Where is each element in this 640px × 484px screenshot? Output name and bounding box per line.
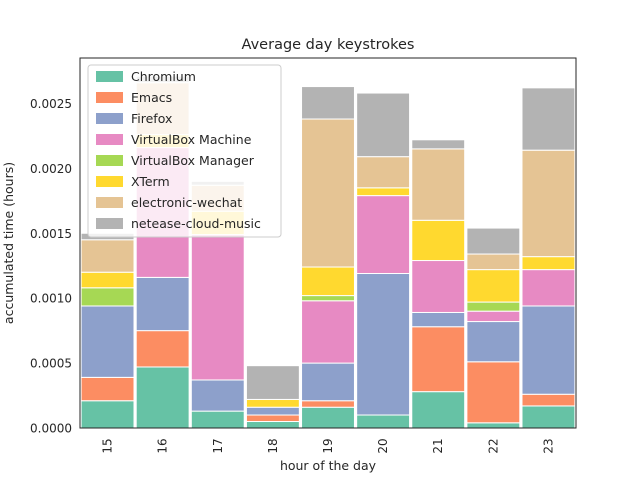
legend-swatch bbox=[96, 113, 123, 124]
bar-electronic-wechat-19 bbox=[301, 118, 355, 268]
legend-label: Firefox bbox=[131, 111, 172, 126]
x-tick-label: 17 bbox=[211, 438, 225, 453]
bar-xterm-21 bbox=[411, 219, 466, 262]
bar-electronic-wechat-22 bbox=[466, 253, 521, 271]
bar-virtualbox-manager-22 bbox=[466, 301, 521, 312]
bar-emacs-18 bbox=[245, 414, 300, 423]
bar-netease-cloud-music-20 bbox=[356, 92, 411, 158]
bar-chromium-21 bbox=[411, 391, 466, 429]
legend-swatch bbox=[96, 176, 123, 187]
bar-electronic-wechat-21 bbox=[411, 148, 466, 221]
x-tick-label: 20 bbox=[376, 438, 390, 453]
bar-chromium-23 bbox=[521, 405, 576, 429]
y-axis: 0.0000 0.0005 0.0010 0.0015 0.0020 0.0025 bbox=[30, 97, 72, 436]
bar-emacs-21 bbox=[411, 326, 466, 393]
legend-label: VirtualBox Machine bbox=[131, 132, 252, 147]
bar-emacs-19 bbox=[301, 400, 355, 408]
legend-label: electronic-wechat bbox=[131, 195, 242, 210]
bar-chromium-15 bbox=[80, 400, 135, 429]
bar-virtualbox-machine-17 bbox=[190, 234, 245, 381]
bar-virtualbox-machine-22 bbox=[466, 310, 521, 323]
legend-swatch bbox=[96, 197, 123, 208]
x-tick-label: 15 bbox=[101, 438, 115, 453]
x-tick-label: 22 bbox=[486, 438, 500, 453]
chart-title: Average day keystrokes bbox=[242, 37, 415, 53]
bar-firefox-22 bbox=[466, 321, 521, 363]
y-tick-label: 0.0015 bbox=[30, 227, 72, 241]
y-tick-label: 0.0025 bbox=[30, 97, 72, 111]
bar-firefox-15 bbox=[80, 305, 135, 378]
bar-virtualbox-machine-23 bbox=[521, 269, 576, 307]
x-tick-label: 18 bbox=[266, 438, 280, 453]
bar-virtualbox-manager-19 bbox=[301, 295, 355, 302]
legend-label: Chromium bbox=[131, 69, 196, 84]
bar-virtualbox-machine-21 bbox=[411, 260, 466, 313]
bar-chromium-20 bbox=[356, 414, 411, 429]
bar-electronic-wechat-15 bbox=[80, 239, 135, 273]
bar-virtualbox-machine-19 bbox=[301, 300, 355, 364]
x-tick-label: 19 bbox=[321, 438, 335, 453]
x-tick-label: 23 bbox=[541, 438, 555, 453]
bar-xterm-18 bbox=[245, 398, 300, 408]
bar-electronic-wechat-23 bbox=[521, 149, 576, 258]
bar-chromium-16 bbox=[135, 366, 190, 429]
bar-xterm-23 bbox=[521, 256, 576, 271]
legend-label: XTerm bbox=[131, 174, 170, 189]
plot-frame bbox=[79, 57, 577, 429]
bar-chromium-22 bbox=[466, 422, 521, 429]
bar-netease-cloud-music-19 bbox=[301, 86, 355, 120]
bar-firefox-18 bbox=[245, 406, 300, 416]
bar-chromium-19 bbox=[301, 406, 355, 429]
bar-emacs-16 bbox=[135, 330, 190, 368]
y-tick-label: 0.0005 bbox=[30, 357, 72, 371]
bar-netease-cloud-music-18 bbox=[245, 365, 300, 400]
bar-firefox-20 bbox=[356, 273, 411, 416]
legend-swatch bbox=[96, 92, 123, 103]
bar-virtualbox-machine-20 bbox=[356, 195, 411, 274]
y-axis-label: accumulated time (hours) bbox=[1, 162, 16, 324]
bar-firefox-23 bbox=[521, 305, 576, 395]
x-axis: 15 16 17 18 19 20 21 22 23 bbox=[101, 438, 556, 453]
x-axis-label: hour of the day bbox=[280, 458, 377, 473]
bar-netease-cloud-music-22 bbox=[466, 227, 521, 255]
x-tick-label: 21 bbox=[431, 438, 445, 453]
legend-swatch bbox=[96, 155, 123, 166]
bar-firefox-16 bbox=[135, 276, 190, 332]
legend-label: Emacs bbox=[131, 90, 172, 105]
bar-firefox-17 bbox=[190, 379, 245, 412]
bar-virtualbox-manager-15 bbox=[80, 287, 135, 307]
bar-netease-cloud-music-21 bbox=[411, 139, 466, 150]
legend-swatch bbox=[96, 218, 123, 229]
y-tick-label: 0.0010 bbox=[30, 292, 72, 306]
legend-box bbox=[87, 64, 282, 238]
legend: Chromium Emacs Firefox VirtualBox Machine Vi… bbox=[87, 64, 282, 238]
bar-xterm-22 bbox=[466, 269, 521, 303]
legend-swatch bbox=[96, 71, 123, 82]
bar-emacs-15 bbox=[80, 376, 135, 402]
bar-netease-cloud-music-23 bbox=[521, 87, 576, 151]
legend-swatch bbox=[96, 134, 123, 145]
y-tick-label: 0.0000 bbox=[30, 422, 72, 436]
bar-electronic-wechat-20 bbox=[356, 156, 411, 189]
x-tick-label: 16 bbox=[156, 438, 170, 453]
bar-firefox-19 bbox=[301, 362, 355, 402]
bar-xterm-19 bbox=[301, 266, 355, 297]
legend-label: netease-cloud-music bbox=[131, 216, 261, 231]
bar-xterm-20 bbox=[356, 187, 411, 197]
y-tick-label: 0.0020 bbox=[30, 162, 72, 176]
bar-firefox-21 bbox=[411, 311, 466, 328]
bar-emacs-22 bbox=[466, 361, 521, 424]
bar-chromium-18 bbox=[245, 421, 300, 429]
bar-xterm-15 bbox=[80, 271, 135, 289]
bar-chromium-17 bbox=[190, 410, 245, 429]
legend-label: VirtualBox Manager bbox=[131, 153, 255, 168]
bar-emacs-23 bbox=[521, 393, 576, 407]
